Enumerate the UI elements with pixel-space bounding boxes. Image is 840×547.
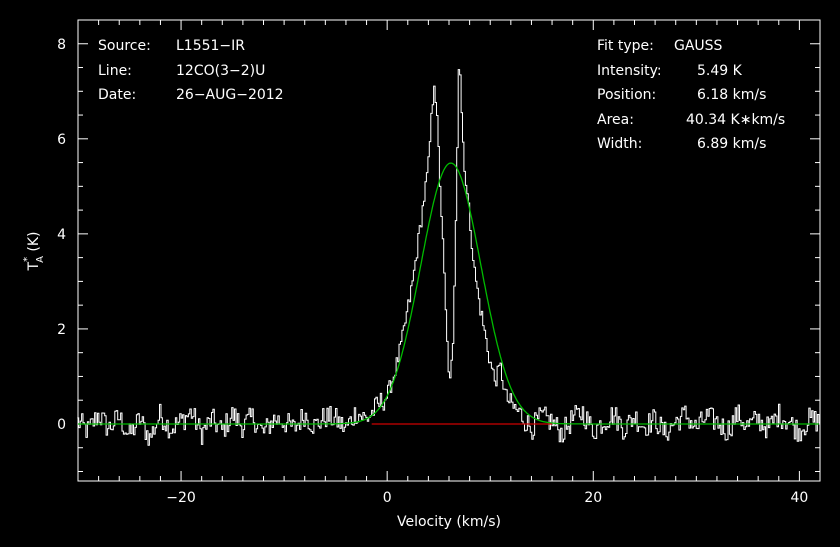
svg-text:T*A (K): T* A (K) bbox=[22, 232, 46, 272]
y-tick-label: 6 bbox=[57, 132, 66, 148]
fit-type-value: GAUSS bbox=[674, 38, 723, 54]
info-date-label: Date: bbox=[98, 87, 136, 103]
axis-ticks bbox=[77, 19, 821, 481]
fit-width-value: 6.89 km/s bbox=[697, 136, 766, 152]
info-line-value: 12CO(3−2)U bbox=[176, 63, 265, 79]
fit-area-value: 40.34 K∗km/s bbox=[686, 112, 785, 128]
info-left: Source: L1551−IR Line: 12CO(3−2)U Date: … bbox=[98, 38, 284, 103]
info-date-value: 26−AUG−2012 bbox=[176, 87, 284, 103]
info-line-label: Line: bbox=[98, 63, 132, 79]
fit-type-label: Fit type: bbox=[597, 38, 654, 54]
x-tick-label: 20 bbox=[584, 490, 602, 506]
y-tick-label: 8 bbox=[57, 37, 66, 53]
fit-position-value: 6.18 km/s bbox=[697, 87, 766, 103]
y-axis-label: T* A (K) bbox=[22, 232, 46, 272]
fit-area-label: Area: bbox=[597, 112, 634, 128]
x-axis-label: Velocity (km/s) bbox=[397, 514, 501, 530]
x-tick-label: 0 bbox=[383, 490, 392, 506]
tick-labels: −20 0 20 40 0 2 4 6 8 bbox=[57, 37, 808, 506]
x-tick-label: −20 bbox=[166, 490, 196, 506]
series-layer bbox=[77, 69, 821, 446]
gaussian-fit-line bbox=[78, 162, 819, 425]
fit-width-label: Width: bbox=[597, 136, 642, 152]
fit-intensity-label: Intensity: bbox=[597, 63, 662, 79]
spectrum-histogram bbox=[77, 69, 821, 446]
x-tick-label: 40 bbox=[790, 490, 808, 506]
info-source-value: L1551−IR bbox=[176, 38, 245, 54]
y-tick-label: 2 bbox=[57, 322, 66, 338]
fit-position-label: Position: bbox=[597, 87, 656, 103]
fit-intensity-value: 5.49 K bbox=[697, 63, 743, 79]
info-right: Fit type: GAUSS Intensity: 5.49 K Positi… bbox=[597, 38, 785, 152]
info-source-label: Source: bbox=[98, 38, 151, 54]
y-tick-label: 4 bbox=[57, 227, 66, 243]
y-tick-label: 0 bbox=[57, 417, 66, 433]
